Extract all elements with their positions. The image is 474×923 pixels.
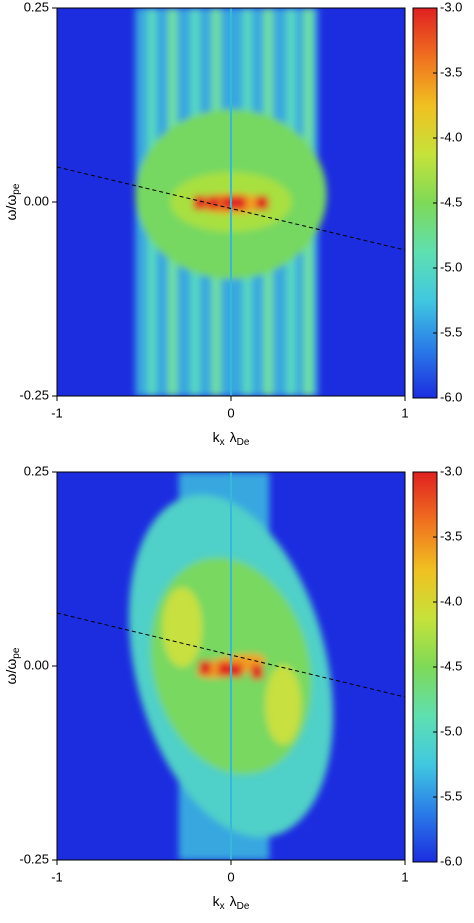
spectrum-peak: [193, 195, 206, 210]
spectrum-peak: [198, 660, 211, 675]
colorbar-tick-label: -4.5: [440, 658, 462, 673]
x-axis-label: kx λDe: [213, 893, 250, 912]
y-axis-label: ω/ωpe: [3, 647, 22, 684]
y-tick-label: 0.00: [24, 657, 49, 672]
colorbar-tick-label: -3.0: [440, 0, 462, 14]
y-tick-label: -0.25: [19, 851, 49, 866]
spectrum-body: [162, 587, 203, 668]
colorbar-tick-label: -5.0: [440, 723, 462, 738]
slope-line: [57, 612, 405, 698]
x-label-part: λ: [230, 893, 237, 909]
x-label-part: k: [213, 893, 221, 909]
slope-line: [57, 166, 405, 251]
colorbar-tick-label: -4.0: [440, 593, 462, 608]
colorbar-tick-label: -3.5: [440, 64, 462, 79]
x-tick-label: 1: [401, 869, 408, 884]
panel: -1 0 1 -0.25 0.00 0.25 kx λDe ω/ωpe -6.0 -5.5 -5.0 -…: [3, 0, 463, 448]
spectrum-peak: [218, 662, 231, 677]
colorbar-tick-label: -5.5: [440, 788, 462, 803]
x-label-sub: De: [237, 437, 250, 448]
y-label-part: ω/ω: [3, 195, 19, 221]
x-tick-label: 0: [227, 405, 234, 420]
panel: -1 0 1 -0.25 0.00 0.25 kx λDe ω/ωpe -6.0 -5.5 -5.0 -…: [3, 463, 463, 911]
x-tick-label: 1: [401, 405, 408, 420]
spectrum-peak: [230, 663, 243, 678]
x-tick-label: -1: [51, 869, 63, 884]
colorbar-tick-label: -4.5: [440, 194, 462, 209]
y-tick-label: 0.00: [24, 193, 49, 208]
x-tick-label: -1: [51, 405, 63, 420]
x-label-sub: x: [220, 437, 225, 448]
spectrum-peak: [233, 195, 246, 210]
x-label-part: λ: [230, 429, 237, 445]
y-axis-label: ω/ωpe: [3, 183, 22, 220]
y-tick-label: -0.25: [19, 387, 49, 402]
spectrum-blur: [135, 8, 327, 396]
y-label-sub: pe: [11, 183, 22, 195]
colorbar-tick-label: -3.5: [440, 528, 462, 543]
spectrum-body: [265, 664, 302, 745]
x-label-sub: x: [220, 901, 225, 912]
y-label-sub: pe: [11, 647, 22, 659]
x-label-part: k: [213, 429, 221, 445]
colorbar-tick-label: -5.5: [440, 324, 462, 339]
y-label-part: ω/ω: [3, 659, 19, 685]
x-tick-label: 0: [227, 869, 234, 884]
y-tick-label: 0.25: [24, 0, 49, 14]
colorbar-tick-label: -3.0: [440, 463, 462, 478]
colorbar-tick-label: -6.0: [440, 853, 462, 868]
spectrum: [57, 8, 405, 396]
spectrum-peak: [251, 665, 264, 680]
colorbar-tick-label: -4.0: [440, 129, 462, 144]
x-label-sub: De: [237, 901, 250, 912]
x-axis-label: kx λDe: [213, 429, 250, 448]
colorbar-tick-label: -6.0: [440, 389, 462, 404]
spectrum-peak: [256, 195, 269, 210]
spectrum: [57, 472, 405, 860]
y-tick-label: 0.25: [24, 463, 49, 478]
spectrum-peak: [207, 195, 220, 210]
colorbar-tick-label: -5.0: [440, 259, 462, 274]
